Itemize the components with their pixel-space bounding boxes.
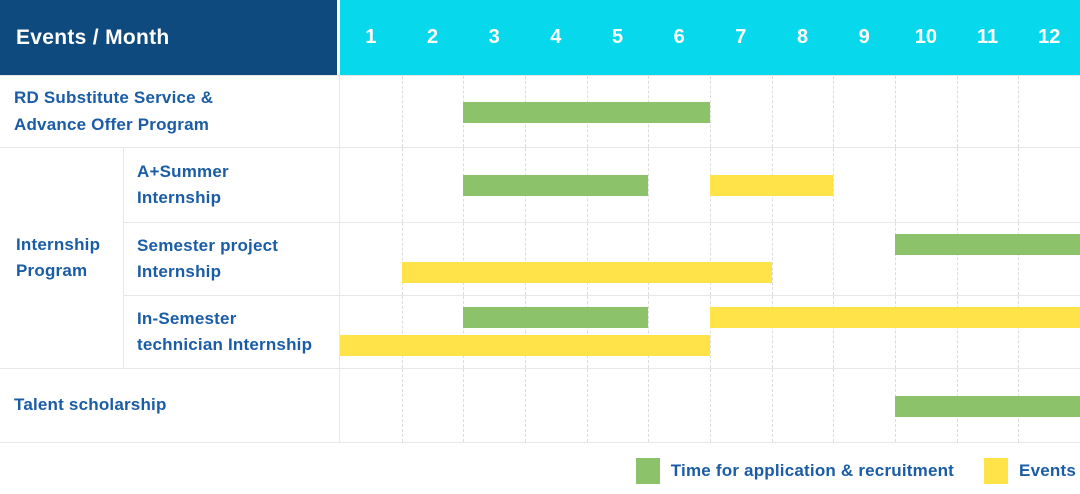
month-gridline: [771, 296, 773, 368]
row-label-talent-scholarship: Talent scholarship: [0, 368, 340, 442]
month-gridline: [648, 369, 650, 442]
month-gridline: [895, 148, 896, 222]
month-header-label: 7: [735, 26, 747, 48]
month-gridline: [895, 296, 896, 368]
header-events-month-cell: Events / Month: [0, 0, 340, 75]
month-gridline: [586, 296, 588, 368]
month-gridline: [771, 76, 773, 147]
month-gridline: [648, 223, 650, 295]
month-header-label: 2: [426, 26, 439, 48]
row-label-line: technician Internship: [137, 335, 313, 354]
month-header-label: 9: [858, 26, 870, 48]
application-bar: [463, 101, 710, 123]
row-label-line: Semester project: [137, 235, 279, 255]
row-grid-in-semester-technician-internship: [340, 295, 1080, 368]
row-grid-semester-project-internship: [340, 222, 1080, 295]
row-label-line: Advance Offer Program: [14, 114, 210, 134]
application-bar: [895, 234, 1080, 255]
row-label-line: Talent scholarship: [14, 395, 167, 415]
month-gridline: [463, 223, 465, 295]
month-gridline: [1018, 76, 1020, 147]
month-gridline: [525, 369, 526, 442]
application-bar: [463, 175, 649, 196]
month-gridline: [401, 223, 403, 295]
legend: Time for application & recruitment Events: [0, 443, 1080, 484]
group-label-internship-program: Internship Program: [0, 147, 124, 368]
month-gridline: [833, 223, 835, 295]
month-gridline: [895, 76, 896, 147]
row-label-line: Internship: [137, 188, 222, 207]
month-gridline: [956, 76, 958, 147]
month-header-label: 5: [611, 26, 624, 48]
month-header-label: 4: [550, 26, 562, 48]
application-bar: [463, 307, 649, 328]
month-header-label: 10: [914, 26, 937, 48]
month-gridline: [956, 296, 958, 368]
month-gridline: [648, 296, 650, 368]
event-bar: [340, 335, 710, 356]
application-legend-label: Time for application & recruitment: [670, 461, 955, 480]
month-header-label: 12: [1038, 26, 1061, 48]
month-gridline: [833, 76, 835, 147]
event-bar: [710, 175, 834, 196]
month-gridline: [1018, 296, 1020, 368]
event-bar: [710, 307, 1080, 328]
month-gridline: [710, 369, 711, 442]
events-legend-label: Events: [1019, 461, 1076, 480]
month-gridline: [401, 148, 403, 222]
row-label-line: In-Semester: [137, 308, 237, 328]
row-grid-a-plus-summer-internship: [340, 147, 1080, 222]
month-gridline: [401, 369, 403, 442]
month-header-label: 11: [976, 26, 999, 48]
month-gridline: [956, 223, 958, 295]
row-grid-talent-scholarship: [340, 368, 1080, 442]
row-label-line: A+Summer: [137, 161, 229, 181]
month-gridline: [463, 369, 465, 442]
month-gridline: [648, 148, 650, 222]
legend-item-application: Time for application & recruitment: [635, 458, 955, 484]
gantt-table: Events / Month 1 2 3 4 5 6 7 8 9 10 11 12 RD Substi…: [0, 0, 1080, 443]
month-gridline: [586, 223, 588, 295]
month-gridline: [525, 223, 526, 295]
month-header-row: 1 2 3 4 5 6 7 8 9 10 11 12: [340, 0, 1080, 75]
events-legend-swatch: [984, 458, 1009, 484]
month-gridline: [895, 223, 896, 295]
month-gridline: [1018, 223, 1020, 295]
month-gridline: [710, 223, 711, 295]
application-bar: [895, 395, 1080, 417]
month-gridline: [586, 369, 588, 442]
month-gridline: [771, 369, 773, 442]
month-gridline: [525, 296, 526, 368]
month-header-label: 6: [673, 26, 685, 48]
event-bar: [401, 262, 772, 283]
row-label-semester-project-internship: Semester project Internship: [124, 222, 340, 295]
group-label-line: Program: [16, 261, 88, 280]
month-gridline: [710, 296, 711, 368]
month-gridline: [1018, 148, 1020, 222]
month-header-label: 3: [488, 26, 500, 48]
header-events-month-label: Events / Month: [16, 25, 170, 49]
month-gridline: [401, 76, 403, 147]
month-gridline: [771, 223, 773, 295]
application-legend-swatch: [635, 458, 660, 484]
row-label-line: RD Substitute Service &: [14, 88, 214, 108]
month-gridline: [833, 296, 835, 368]
month-header-label: 1: [365, 26, 377, 48]
row-grid-rd-substitute: [340, 75, 1080, 147]
month-gridline: [833, 369, 835, 442]
month-gridline: [833, 148, 835, 222]
row-label-rd-substitute: RD Substitute Service & Advance Offer Pr…: [0, 75, 340, 147]
legend-item-events: Events: [984, 458, 1076, 484]
month-gridline: [710, 76, 711, 147]
group-label-line: Internship: [16, 234, 101, 254]
month-gridline: [401, 296, 403, 368]
row-label-line: Internship: [137, 262, 222, 281]
month-gridline: [463, 296, 465, 368]
row-label-a-plus-summer-internship: A+Summer Internship: [124, 147, 340, 222]
month-header-label: 8: [796, 26, 809, 48]
month-gridline: [956, 148, 958, 222]
row-label-in-semester-technician-internship: In-Semester technician Internship: [124, 295, 340, 368]
